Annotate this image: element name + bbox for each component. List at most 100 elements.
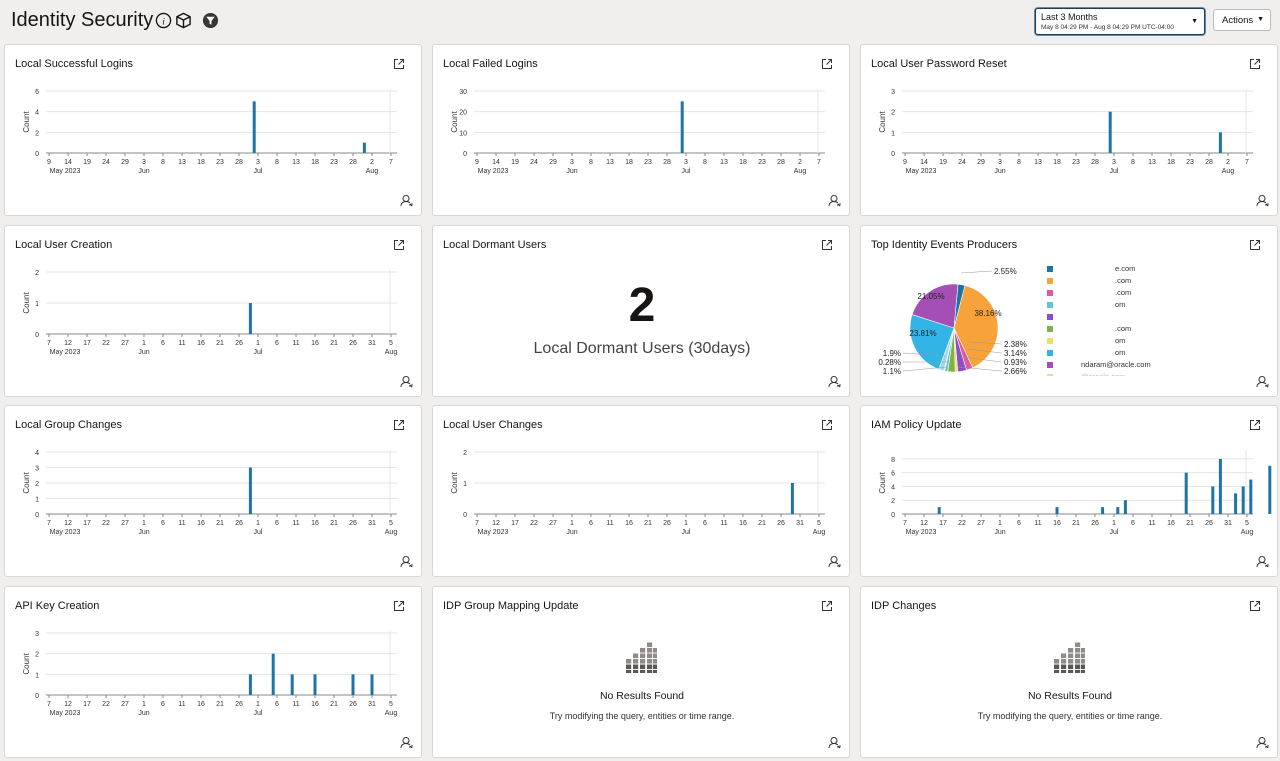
user-search-icon[interactable] — [828, 375, 841, 388]
y-axis-label: Count — [450, 111, 459, 133]
legend-item[interactable]: .com — [1047, 324, 1131, 336]
user-search-icon[interactable] — [400, 555, 413, 568]
bar[interactable] — [351, 674, 355, 695]
bar[interactable] — [290, 674, 294, 695]
open-in-new-icon[interactable] — [1249, 239, 1261, 251]
x-month-label: Aug — [385, 710, 398, 717]
x-tick-label: 6 — [275, 701, 279, 708]
open-in-new-icon[interactable] — [821, 58, 833, 70]
x-tick-label: 31 — [368, 520, 376, 527]
x-tick-label: 24 — [958, 159, 966, 166]
bar[interactable] — [1116, 507, 1120, 514]
legend-item[interactable]: .com — [1047, 276, 1131, 288]
x-tick-label: 12 — [920, 520, 928, 527]
legend-item[interactable]: om — [1047, 348, 1125, 360]
bar[interactable] — [680, 101, 684, 153]
legend-item[interactable]: .com — [1047, 288, 1131, 300]
x-tick-label: 1 — [142, 340, 146, 347]
bar[interactable] — [1055, 507, 1059, 514]
legend-item[interactable]: ndaram@oracle.com — [1047, 360, 1151, 372]
x-tick-label: 31 — [368, 701, 376, 708]
bar[interactable] — [1211, 486, 1215, 514]
legend-item[interactable]: om — [1047, 336, 1125, 348]
bar[interactable] — [1108, 111, 1112, 153]
open-in-new-icon[interactable] — [1249, 600, 1261, 612]
user-search-icon[interactable] — [1256, 736, 1269, 749]
pie-slice-label: 2.66% — [1004, 367, 1027, 376]
x-month-label: Jul — [682, 529, 691, 536]
pie-slice-label: 21.05% — [917, 292, 944, 301]
bar[interactable] — [1268, 465, 1272, 514]
time-range-select[interactable]: Last 3 Months May 8 04:29 PM - Aug 8 04:… — [1035, 8, 1205, 35]
open-in-new-icon[interactable] — [393, 58, 405, 70]
legend-item[interactable]: @oracle.com — [1047, 372, 1125, 376]
bar[interactable] — [1218, 458, 1222, 514]
open-in-new-icon[interactable] — [393, 600, 405, 612]
x-tick-label: 26 — [1205, 520, 1213, 527]
x-tick-label: 26 — [663, 520, 671, 527]
x-tick-label: 5 — [389, 520, 393, 527]
user-search-icon[interactable] — [1256, 194, 1269, 207]
y-axis-label: Count — [22, 292, 31, 314]
y-tick-label: 1 — [35, 497, 39, 504]
x-tick-label: 21 — [330, 520, 338, 527]
bar[interactable] — [248, 303, 252, 334]
user-search-icon[interactable] — [828, 736, 841, 749]
x-tick-label: 5 — [389, 701, 393, 708]
bar[interactable] — [937, 507, 941, 514]
bar[interactable] — [1241, 486, 1245, 514]
bar[interactable] — [313, 674, 317, 695]
bar[interactable] — [1218, 132, 1222, 153]
user-search-icon[interactable] — [828, 194, 841, 207]
legend-item[interactable]: om — [1047, 300, 1125, 312]
pie-slice[interactable] — [911, 283, 959, 329]
x-tick-label: 26 — [235, 520, 243, 527]
bar[interactable] — [271, 653, 275, 695]
cube-icon[interactable] — [175, 12, 192, 29]
x-tick-label: 8 — [703, 159, 707, 166]
open-in-new-icon[interactable] — [1249, 58, 1261, 70]
bar[interactable] — [370, 674, 374, 695]
bar[interactable] — [790, 483, 794, 514]
x-tick-label: 21 — [1072, 520, 1080, 527]
y-axis-label: Count — [878, 111, 887, 133]
bar[interactable] — [252, 101, 256, 153]
bar[interactable] — [1249, 479, 1253, 514]
x-month-label: Jun — [566, 168, 577, 175]
open-in-new-icon[interactable] — [393, 419, 405, 431]
bar[interactable] — [1234, 493, 1238, 514]
open-in-new-icon[interactable] — [821, 419, 833, 431]
actions-button[interactable]: Actions ▼ — [1213, 9, 1271, 31]
bar[interactable] — [1101, 507, 1105, 514]
bar[interactable] — [248, 467, 252, 515]
open-in-new-icon[interactable] — [821, 239, 833, 251]
legend-swatch — [1047, 326, 1053, 333]
y-axis-label: Count — [22, 111, 31, 133]
pie-slice[interactable] — [953, 285, 999, 369]
y-tick-label: 2 — [463, 450, 467, 457]
open-in-new-icon[interactable] — [1249, 419, 1261, 431]
user-search-icon[interactable] — [400, 736, 413, 749]
info-icon[interactable]: i — [155, 12, 172, 29]
x-tick-label: 2 — [1226, 159, 1230, 166]
user-search-icon[interactable] — [400, 194, 413, 207]
bar[interactable] — [248, 674, 252, 695]
user-search-icon[interactable] — [1256, 375, 1269, 388]
legend-item[interactable]: e.com — [1047, 264, 1135, 276]
user-search-icon[interactable] — [1256, 555, 1269, 568]
redacted-text — [1057, 325, 1115, 334]
filter-icon[interactable] — [202, 12, 219, 29]
bar[interactable] — [1184, 472, 1188, 514]
open-in-new-icon[interactable] — [821, 600, 833, 612]
legend-item[interactable] — [1047, 312, 1115, 324]
x-tick-label: 3 — [142, 159, 146, 166]
widget-card: Top Identity Events Producers 2.55% 38.16%… — [860, 225, 1278, 397]
x-tick-label: 2 — [370, 159, 374, 166]
open-in-new-icon[interactable] — [393, 239, 405, 251]
bar[interactable] — [362, 142, 366, 153]
user-search-icon[interactable] — [828, 555, 841, 568]
user-search-icon[interactable] — [400, 375, 413, 388]
bar[interactable] — [1123, 500, 1127, 514]
x-tick-label: 3 — [684, 159, 688, 166]
